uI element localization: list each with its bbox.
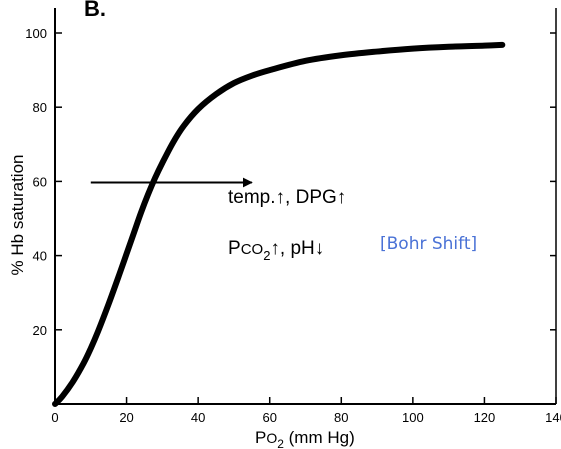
- x-tick-label: 20: [119, 410, 133, 425]
- y-tick-label: 60: [33, 174, 47, 189]
- annotation-p: P: [228, 238, 241, 259]
- axis-ticks: 0 20 40 60 80 100 120 140 20 40 60 80 100: [25, 26, 561, 425]
- x-tick-label: 120: [474, 410, 496, 425]
- annotation-separator: ,: [280, 238, 285, 259]
- x-tick-label: 140: [545, 410, 561, 425]
- down-arrow-icon: ↓: [315, 238, 325, 259]
- x-tick-label: 80: [334, 410, 348, 425]
- annotation-dpg: DPG: [290, 187, 336, 208]
- x-tick-label: 40: [191, 410, 205, 425]
- x-tick-label: 0: [51, 410, 58, 425]
- panel-label: B.: [84, 0, 106, 21]
- x-axis-title: PO2 (mm Hg): [255, 428, 355, 449]
- annotation-temp: temp.: [228, 187, 276, 208]
- annotation-co: CO: [241, 241, 264, 258]
- x-axis-title-p: P: [255, 428, 266, 447]
- y-tick-label: 80: [33, 100, 47, 115]
- annotation-line-2: PCO2↑, pH↓: [228, 238, 324, 263]
- x-tick-label: 60: [262, 410, 276, 425]
- plot-frame: [54, 8, 557, 405]
- annotation-subscript: 2: [263, 248, 270, 263]
- up-arrow-icon: ↑: [337, 187, 347, 208]
- annotation-ph: pH: [285, 238, 315, 259]
- series-line: [52, 41, 506, 407]
- x-axis-title-o: O: [266, 430, 277, 446]
- annotation-line-1: temp.↑, DPG↑: [228, 187, 346, 208]
- annotation-separator: ,: [285, 187, 290, 208]
- y-axis-title: % Hb saturation: [8, 155, 27, 276]
- y-tick-label: 20: [33, 323, 47, 338]
- bohr-shift-label: [Bohr Shift]: [380, 234, 477, 254]
- y-tick-label: 40: [33, 249, 47, 264]
- up-arrow-icon: ↑: [270, 238, 280, 259]
- x-tick-label: 100: [402, 410, 424, 425]
- x-axis-title-units: (mm Hg): [284, 428, 355, 447]
- y-tick-label: 100: [25, 26, 47, 41]
- up-arrow-icon: ↑: [276, 187, 286, 208]
- x-axis-title-subscript: 2: [277, 437, 284, 449]
